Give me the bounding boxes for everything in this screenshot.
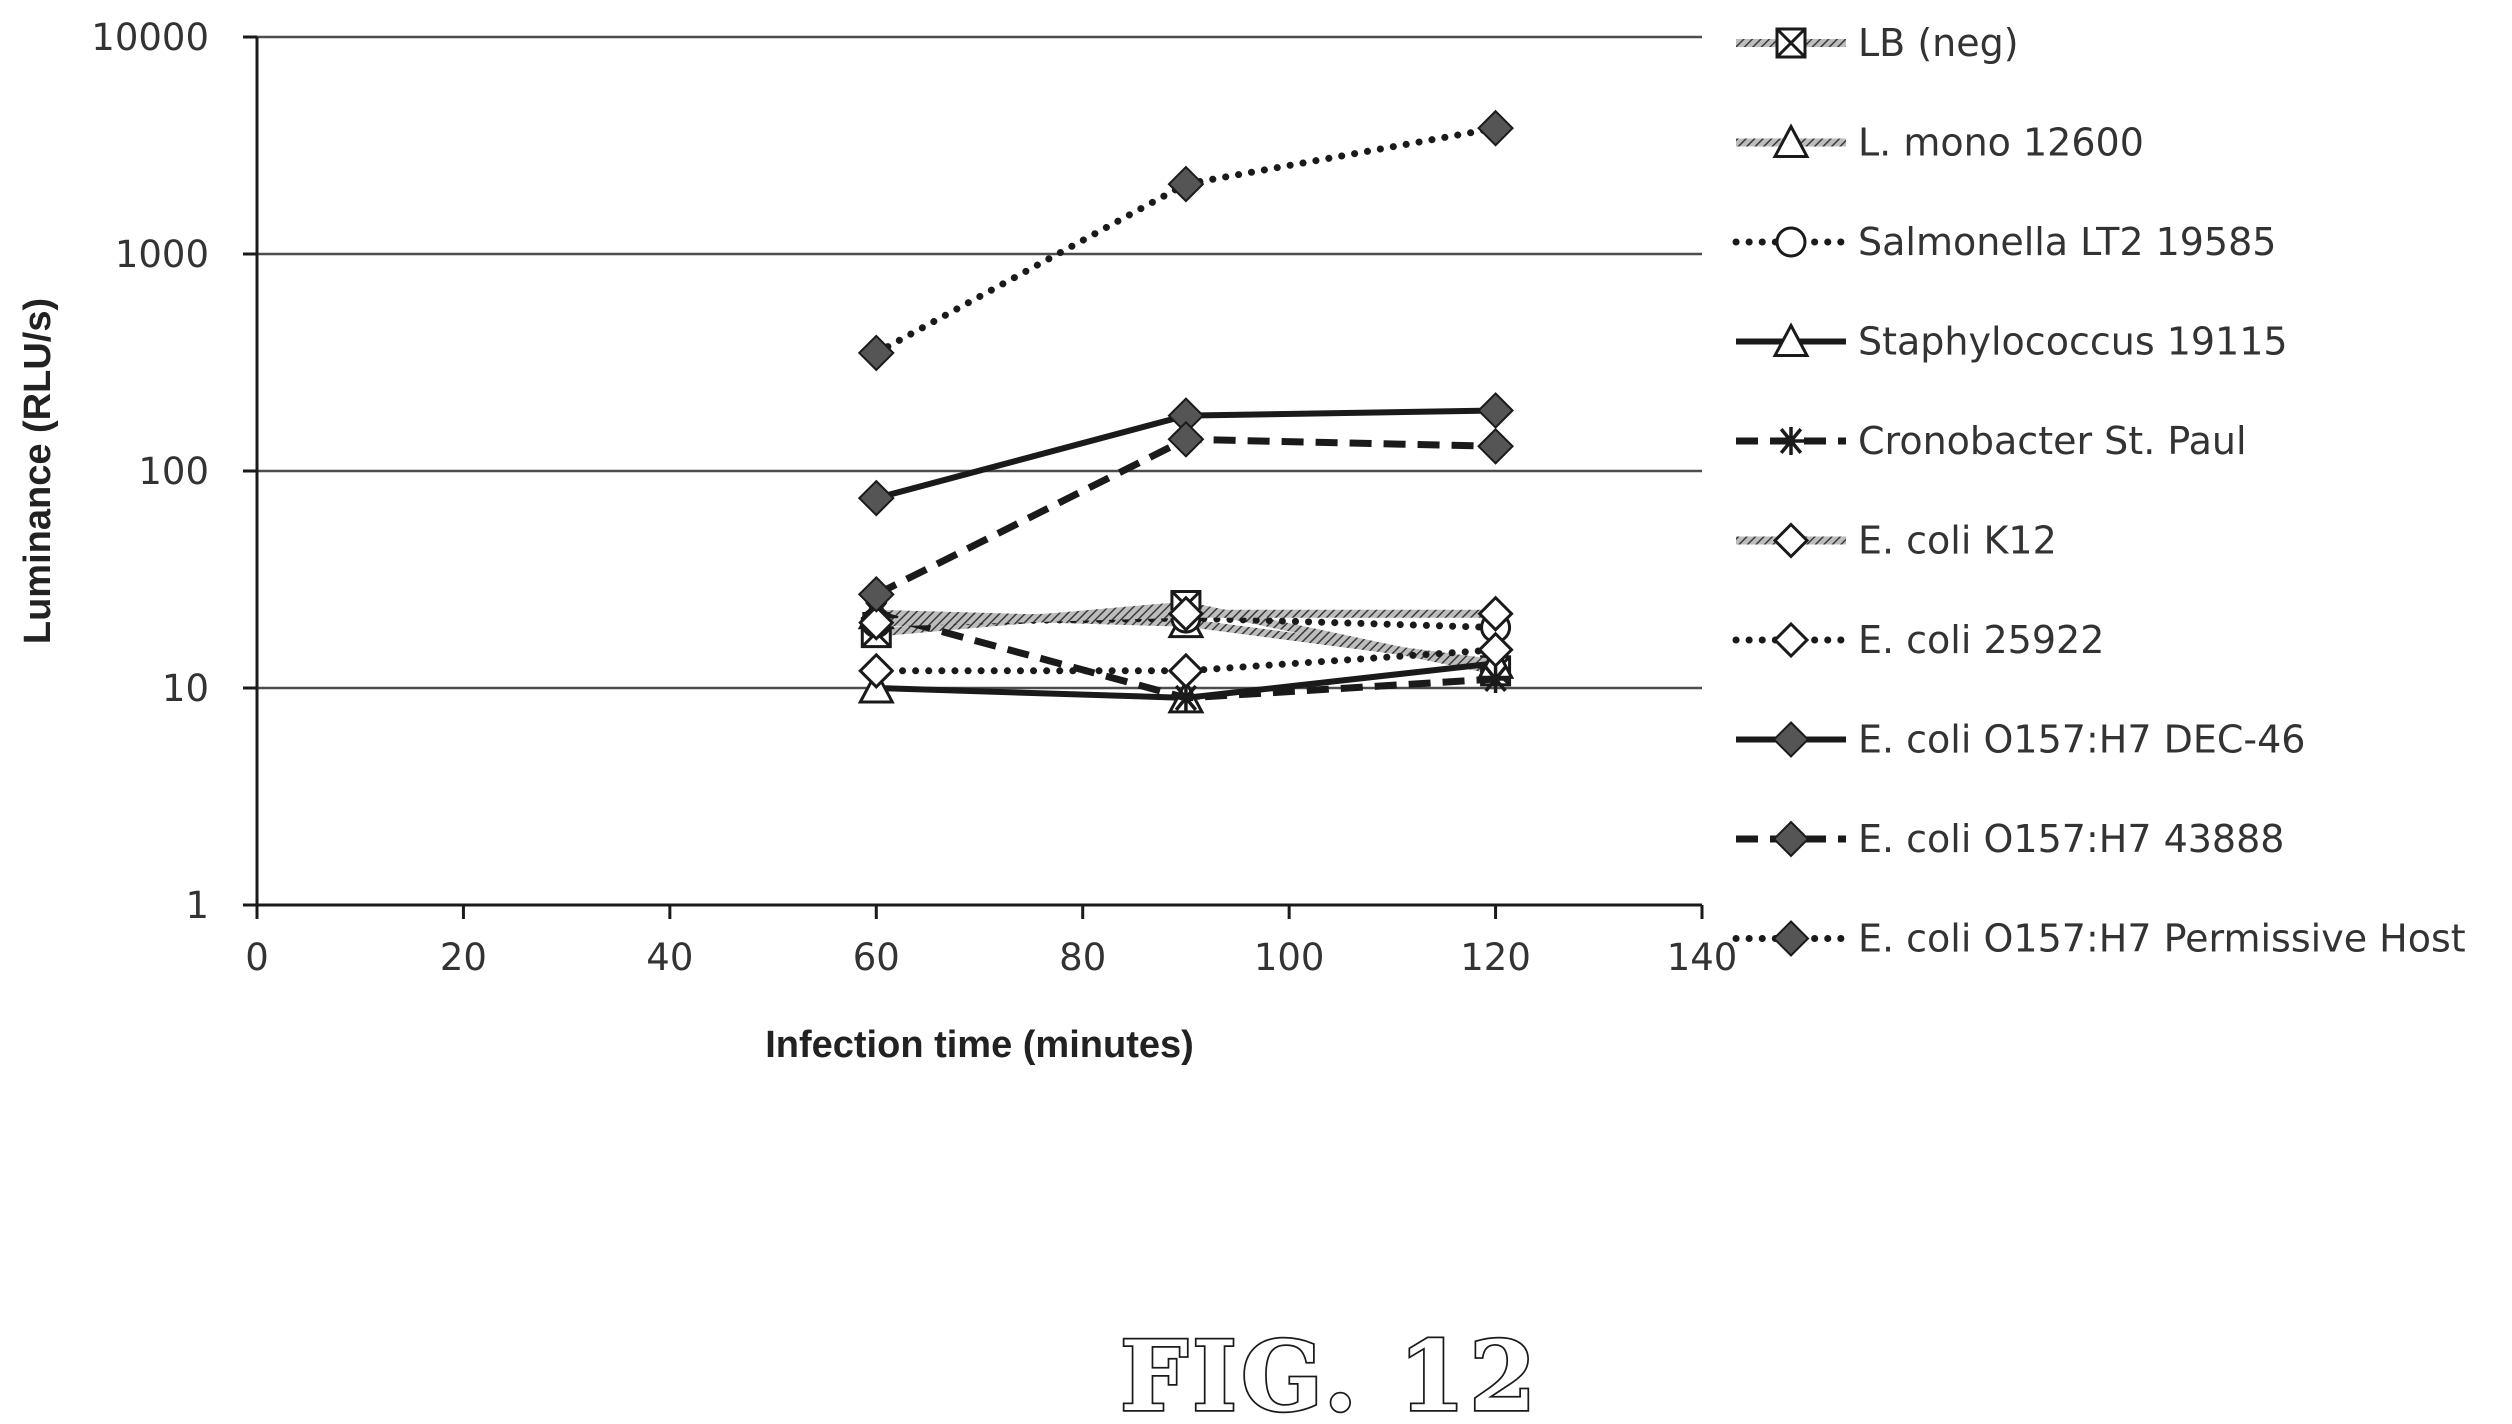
data-point-5-0 [858,604,895,641]
legend-swatch-marker-8 [1772,820,1810,858]
data-point-5-2 [1477,595,1514,632]
x-tick-label-60: 60 [853,936,900,979]
tick-labels: 0 20 40 60 80 100 120 140 1 10 100 1000 10000 [91,16,1737,979]
data-point-9-0 [857,334,895,372]
x-tick-label-40: 40 [646,936,693,979]
series-5 [858,595,1514,641]
gridlines [257,35,1702,690]
legend-label-0: LB (neg) [1858,21,2019,65]
data-point-6-1 [1167,652,1205,689]
data-point-8-1 [1167,420,1205,458]
x-tick-label-140: 140 [1667,936,1738,979]
legend-item-3: Staphylococcus 19115 [1736,320,2288,364]
data-point-8-2 [1477,427,1514,465]
y-tick-label-1000: 1000 [115,233,209,276]
legend-swatch-marker-6 [1772,621,1810,659]
legend-item-4: Cronobacter St. Paul [1736,419,2247,463]
legend-label-2: Salmonella LT2 19585 [1858,220,2276,264]
series-line-8 [874,435,1496,598]
legend-swatch-marker-5 [1772,522,1810,559]
data-point-5-1 [1167,595,1205,632]
legend-item-0: LB (neg) [1736,21,2019,65]
legend-swatch-marker-1 [1772,123,1810,158]
legend-label-5: E. coli K12 [1858,519,2057,563]
series-line-9 [872,124,1500,357]
x-tick-label-120: 120 [1460,936,1531,979]
data-point-8-0 [857,575,895,613]
y-axis-title: Luminance (RLU/s) [17,298,59,644]
x-tick-label-100: 100 [1254,936,1325,979]
legend-item-9: E. coli O157:H7 Permissive Host [1732,917,2466,961]
plot-series [857,109,1515,714]
legend-label-9: E. coli O157:H7 Permissive Host [1858,917,2466,961]
legend-swatch-marker-4 [1777,427,1805,455]
x-axis-title: Infection time (minutes) [765,1024,1194,1066]
y-tick-label-10: 10 [162,667,209,710]
legend-label-6: E. coli 25922 [1858,618,2104,662]
legend-item-1: L. mono 12600 [1736,121,2144,165]
legend-label-8: E. coli O157:H7 43888 [1858,817,2284,861]
y-tick-label-1: 1 [185,884,209,927]
legend-swatch-marker-2 [1775,226,1807,258]
legend-label-3: Staphylococcus 19115 [1858,320,2288,364]
x-tick-label-20: 20 [440,936,487,979]
series-9 [857,109,1514,372]
series-6 [858,631,1514,689]
y-tick-label-10000: 10000 [91,16,209,59]
legend-swatch-marker-3 [1772,322,1810,357]
legend-swatch-marker-7 [1772,721,1810,758]
legend: LB (neg) L. mono 12600 Salmonella LT2 1958… [1732,21,2466,961]
series-8 [857,420,1514,613]
x-tick-label-0: 0 [245,936,269,979]
data-point-6-0 [858,652,895,689]
series-7 [857,392,1514,517]
data-point-7-0 [857,479,895,517]
data-point-4-2 [1481,665,1510,694]
legend-label-1: L. mono 12600 [1858,121,2144,165]
legend-item-2: Salmonella LT2 19585 [1732,220,2276,264]
legend-item-5: E. coli K12 [1736,519,2057,563]
legend-item-8: E. coli O157:H7 43888 [1736,817,2284,861]
legend-label-4: Cronobacter St. Paul [1858,419,2247,463]
y-tick-label-100: 100 [138,450,209,493]
data-point-9-2 [1477,109,1514,147]
x-tick-label-80: 80 [1059,936,1106,979]
series-line-6 [872,646,1500,675]
data-point-9-1 [1167,165,1205,203]
legend-swatch-marker-0 [1775,27,1807,59]
legend-label-7: E. coli O157:H7 DEC-46 [1858,718,2305,762]
data-point-4-1 [1171,683,1200,712]
data-point-6-2 [1477,631,1514,668]
figure-label: FIG. 12 [1120,1320,1540,1424]
legend-swatch-marker-9 [1772,920,1810,957]
legend-item-6: E. coli 25922 [1732,618,2104,662]
data-point-7-2 [1477,392,1514,429]
legend-item-7: E. coli O157:H7 DEC-46 [1736,718,2305,762]
